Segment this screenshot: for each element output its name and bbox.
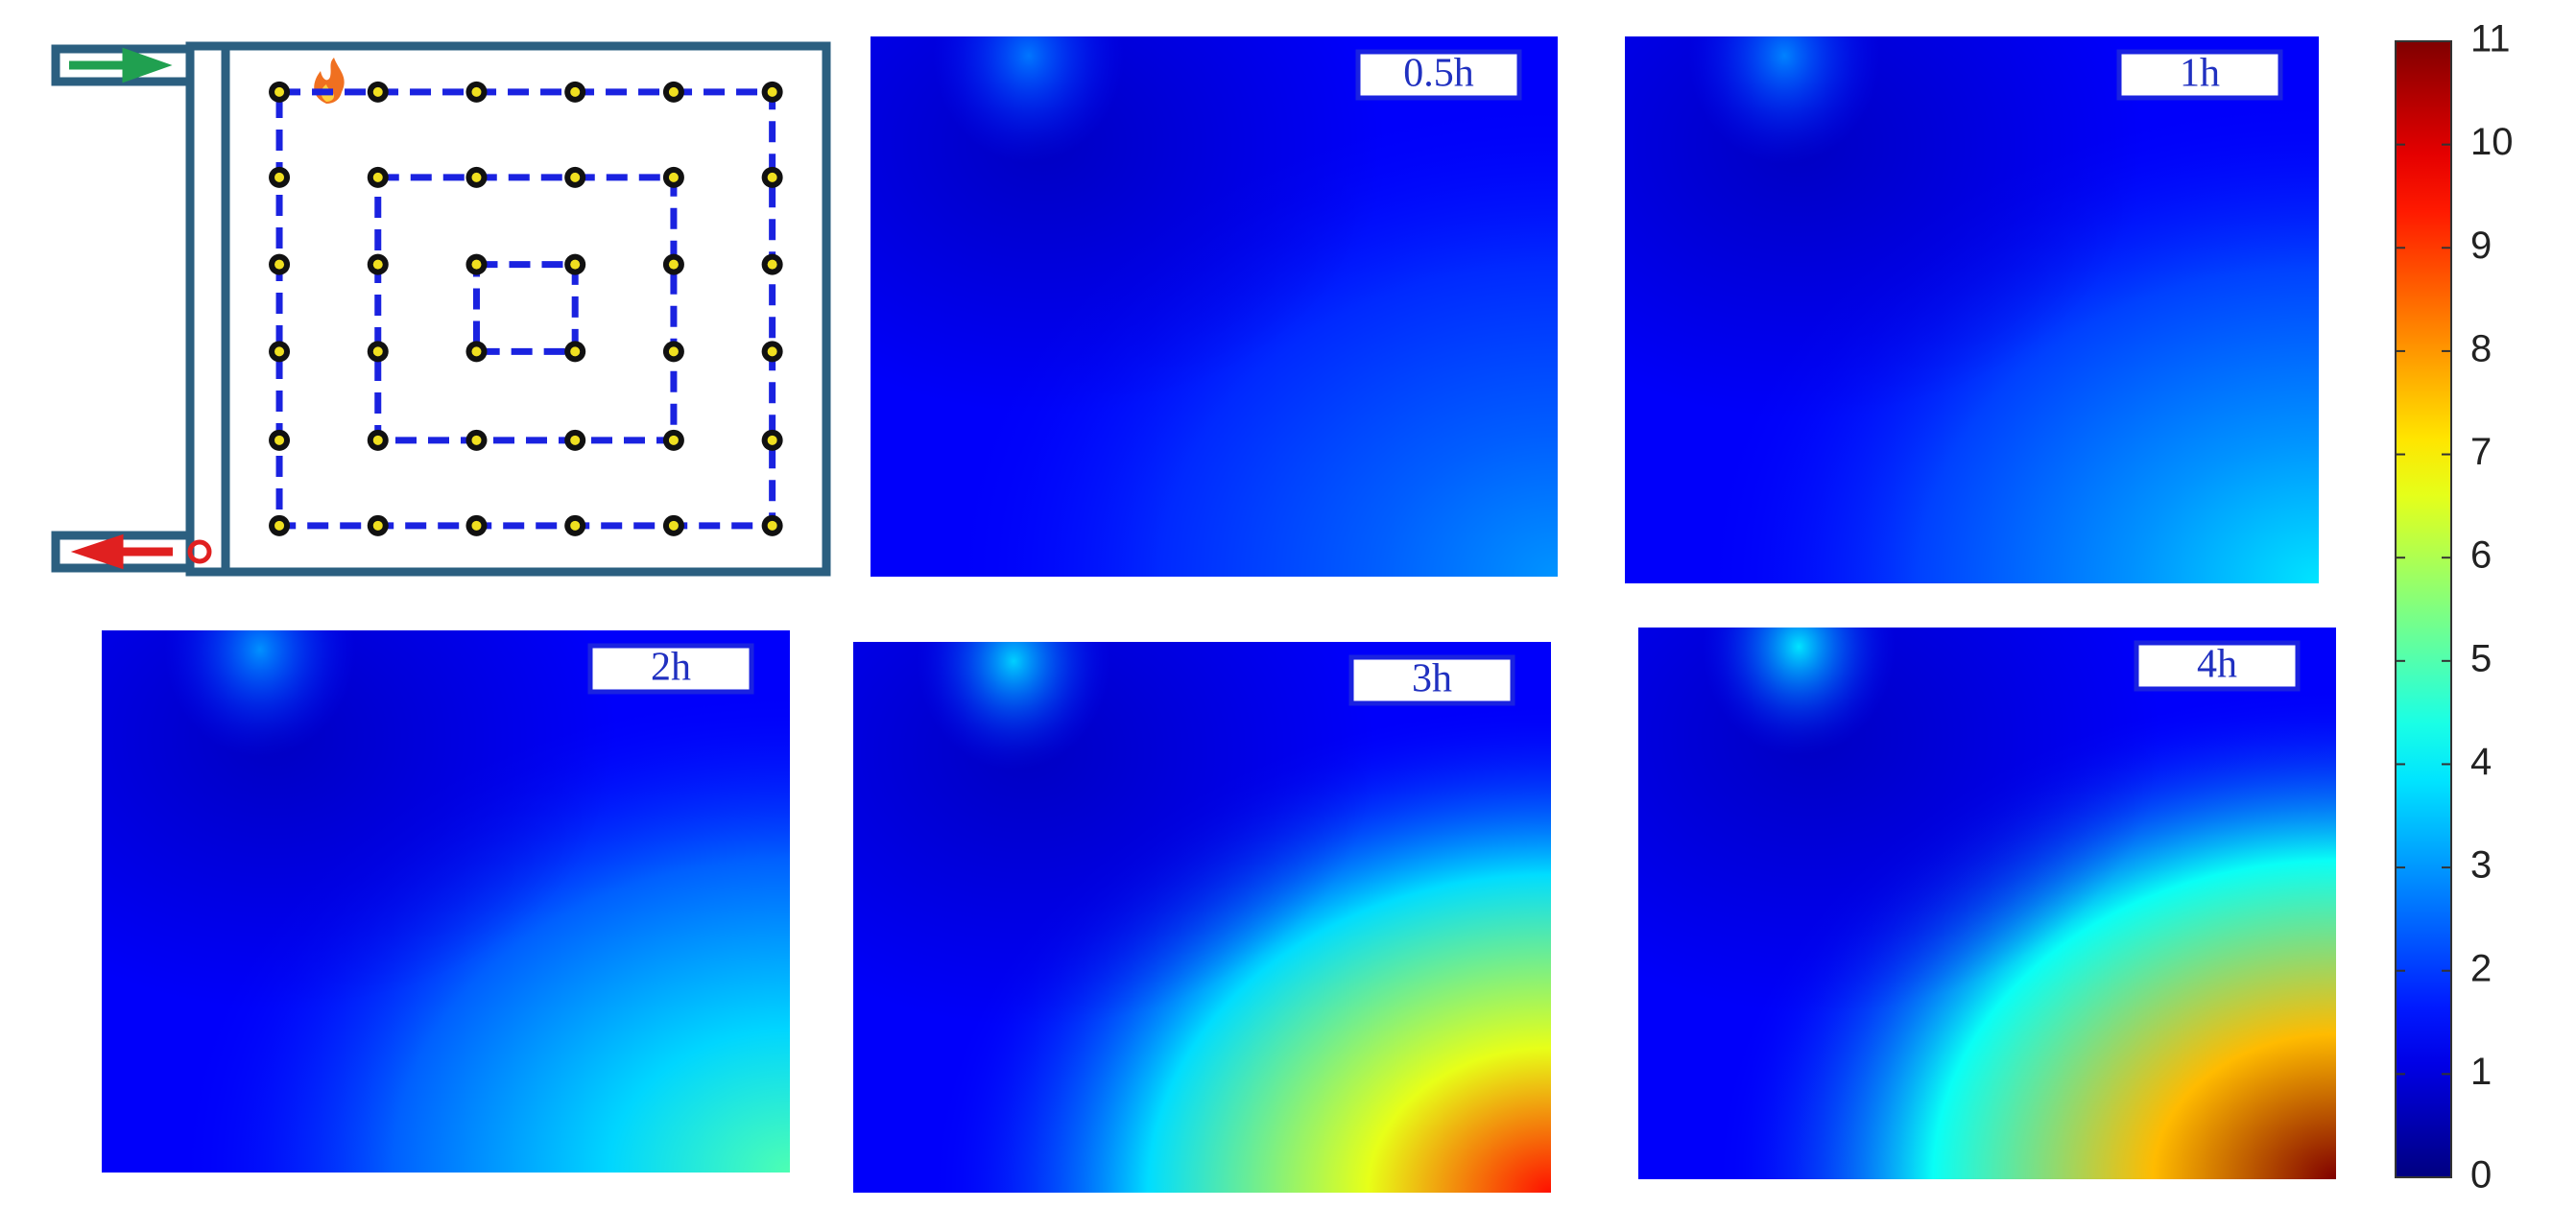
measure-point-core <box>372 86 383 97</box>
colorbar-tick-label: 1 <box>2470 1051 2492 1093</box>
measure-point-core <box>668 346 679 357</box>
measure-point-core <box>767 346 777 357</box>
measure-point-core <box>471 346 482 357</box>
measure-loop <box>472 261 579 355</box>
measure-point-core <box>570 346 581 357</box>
colorbar-tick-label: 5 <box>2470 637 2492 679</box>
measure-point-core <box>668 435 679 445</box>
colorbar-tick-label: 3 <box>2470 844 2492 887</box>
measure-point-core <box>274 346 285 357</box>
panel-label: 3h <box>1412 657 1452 701</box>
inlet-arrow <box>69 47 173 83</box>
heatmap-panel <box>1638 628 2336 1179</box>
heatmap-panel <box>853 642 1551 1193</box>
measure-point-core <box>570 435 581 445</box>
panel-label: 1h <box>2180 52 2220 96</box>
measure-point-core <box>668 259 679 270</box>
duct <box>185 41 230 577</box>
measure-point-core <box>767 86 777 97</box>
measure-point-core <box>274 520 285 531</box>
heatmap-inlet-spot <box>916 642 1111 771</box>
measure-point-core <box>471 172 482 182</box>
measure-point-core <box>471 520 482 531</box>
colorbar-tick-label: 10 <box>2470 121 2514 163</box>
measure-point-core <box>372 172 383 182</box>
colorbar-tick-label: 7 <box>2470 431 2492 473</box>
measure-point-core <box>570 259 581 270</box>
panel-label-box <box>2116 49 2283 101</box>
measure-point-core <box>274 172 285 182</box>
measure-point-core <box>471 259 482 270</box>
panel-label-box <box>1355 49 1522 101</box>
colorbar-tick-label: 8 <box>2470 327 2492 369</box>
measure-point-core <box>767 259 777 270</box>
colorbar <box>2395 40 2452 1178</box>
measure-point-core <box>471 86 482 97</box>
heatmap-panel <box>871 36 1558 577</box>
colorbar-tick-label: 0 <box>2470 1154 2492 1196</box>
measure-point-core <box>471 435 482 445</box>
measure-point-core <box>767 520 777 531</box>
measure-loop <box>275 88 776 530</box>
panel-label-box <box>2134 640 2301 692</box>
measure-point-core <box>274 86 285 97</box>
heatmap-panel <box>102 630 790 1173</box>
measure-point-core <box>570 172 581 182</box>
colorbar-tick-label: 6 <box>2470 534 2492 577</box>
measure-point-core <box>372 346 383 357</box>
colorbar-tick-label: 9 <box>2470 225 2492 267</box>
measure-point-core <box>372 435 383 445</box>
colorbar-tick-label: 4 <box>2470 741 2492 783</box>
exhaust-point <box>187 539 212 564</box>
heatmap-inlet-spot <box>1701 628 1896 757</box>
colorbar-tick-label: 11 <box>2470 18 2511 60</box>
panel-label-box <box>587 643 754 695</box>
outlet-arrow <box>70 533 173 570</box>
panel-label-box <box>1348 654 1515 706</box>
measure-point-core <box>372 520 383 531</box>
measure-point-core <box>668 172 679 182</box>
measure-point-core <box>767 435 777 445</box>
panel-label: 0.5h <box>1403 52 1474 96</box>
heatmap-inlet-spot <box>932 36 1125 164</box>
heatmap-panel <box>1625 36 2319 583</box>
measure-point-core <box>274 435 285 445</box>
measure-point-core <box>274 259 285 270</box>
heatmap-inlet-spot <box>1687 36 1882 165</box>
panel-label: 2h <box>651 646 691 690</box>
measure-point-core <box>570 86 581 97</box>
measure-point-core <box>668 520 679 531</box>
measure-point-core <box>570 520 581 531</box>
heatmap-inlet-spot <box>163 630 357 758</box>
measure-point-core <box>668 86 679 97</box>
room-outline <box>221 41 831 577</box>
measure-point-core <box>767 172 777 182</box>
panel-label: 4h <box>2197 643 2237 687</box>
measure-point-core <box>372 259 383 270</box>
colorbar-tick-label: 2 <box>2470 947 2492 989</box>
layout-diagram <box>51 41 831 577</box>
measure-loop <box>374 174 678 444</box>
